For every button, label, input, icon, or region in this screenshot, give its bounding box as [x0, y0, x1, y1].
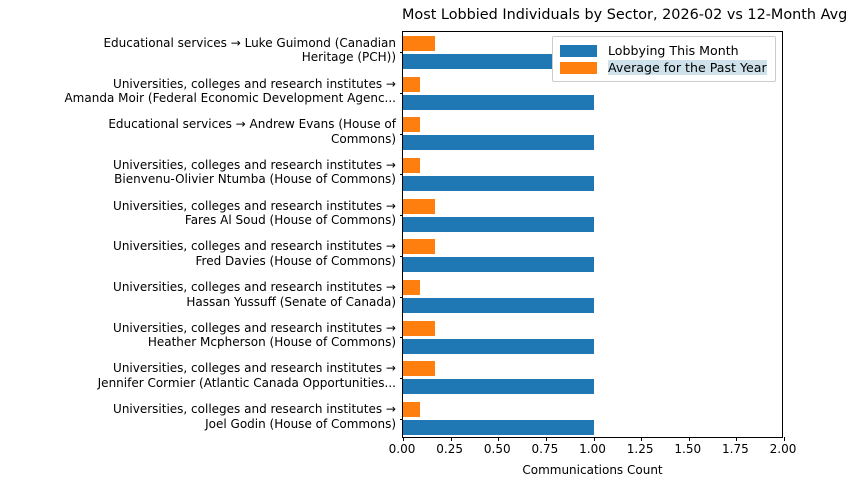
bar-lobbying-this-month: [403, 338, 594, 354]
y-tick-label: Educational services → Andrew Evans (Hou…: [108, 117, 396, 146]
x-tick-mark: [403, 437, 404, 441]
y-tick-mark: [399, 337, 403, 339]
y-tick-mark: [399, 296, 403, 298]
x-tick-label: 0.75: [531, 442, 559, 456]
x-tick-mark: [450, 437, 452, 441]
bar-average-for-the-past-year: [403, 239, 436, 255]
y-tick-mark: [399, 52, 403, 54]
x-tick-mark: [736, 437, 738, 441]
x-tick-label: 0.00: [388, 442, 416, 456]
y-tick-label: Universities, colleges and research inst…: [113, 157, 396, 187]
legend-swatch-icon: [560, 61, 597, 74]
y-tick-label: Educational services → Luke Guimond (Can…: [103, 35, 396, 65]
legend-label: Lobbying This Month: [608, 43, 739, 58]
bar-average-for-the-past-year: [403, 320, 436, 336]
bar-lobbying-this-month: [403, 135, 594, 151]
x-tick-mark: [593, 437, 595, 441]
bar-lobbying-this-month: [403, 420, 594, 436]
x-tick-label: 1.00: [579, 442, 606, 456]
y-tick-mark: [399, 133, 403, 135]
legend-item[interactable]: Lobbying This Month: [560, 42, 767, 59]
y-tick-mark: [399, 174, 403, 176]
bar-average-for-the-past-year: [403, 402, 421, 418]
bar-lobbying-this-month: [403, 175, 594, 191]
bar-average-for-the-past-year: [403, 361, 436, 377]
bar-lobbying-this-month: [403, 216, 594, 232]
legend-swatch-icon: [560, 44, 597, 57]
x-tick-label: 2.00: [769, 442, 797, 456]
bar-average-for-the-past-year: [403, 35, 436, 51]
x-tick-mark: [498, 437, 500, 441]
bar-average-for-the-past-year: [403, 157, 421, 173]
bar-average-for-the-past-year: [403, 117, 421, 133]
bar-average-for-the-past-year: [403, 76, 421, 92]
bars-layer: [403, 32, 782, 437]
y-tick-label: Universities, colleges and research inst…: [113, 239, 396, 268]
y-tick-label: Universities, colleges and research inst…: [113, 280, 396, 309]
y-tick-label: Universities, colleges and research inst…: [97, 361, 396, 390]
plot-area: [399, 31, 785, 441]
x-tick-mark: [641, 437, 643, 441]
x-tick-mark: [545, 437, 547, 441]
chart-legend[interactable]: Lobbying This Month Average for the Past …: [552, 36, 776, 82]
y-tick-mark: [399, 377, 403, 379]
y-tick-label: Universities, colleges and research inst…: [113, 320, 396, 350]
bar-lobbying-this-month: [403, 257, 594, 273]
y-tick-mark: [399, 255, 403, 257]
bar-lobbying-this-month: [403, 379, 594, 395]
bar-lobbying-this-month: [403, 298, 594, 314]
bar-average-for-the-past-year: [403, 280, 421, 296]
x-tick-label: 1.50: [674, 442, 702, 456]
x-tick-mark: [784, 437, 785, 441]
bar-average-for-the-past-year: [403, 198, 436, 214]
chart-title: Most Lobbied Individuals by Sector, 2026…: [402, 7, 848, 23]
y-tick-label: Universities, colleges and research inst…: [64, 76, 396, 106]
x-tick-label: 0.25: [436, 442, 463, 456]
x-tick-label: 0.50: [483, 442, 511, 456]
legend-item[interactable]: Average for the Past Year: [560, 59, 767, 76]
x-tick-mark: [688, 437, 690, 441]
x-tick-label: 1.75: [722, 442, 749, 456]
x-tick-label: 1.25: [626, 442, 654, 456]
x-axis-title: Communications Count: [522, 463, 663, 477]
y-tick-label: Universities, colleges and research inst…: [113, 402, 396, 431]
legend-label: Average for the Past Year: [608, 60, 767, 75]
y-tick-mark: [399, 215, 403, 217]
bar-lobbying-this-month: [403, 53, 594, 69]
bar-lobbying-this-month: [403, 94, 594, 110]
y-tick-mark: [399, 93, 403, 95]
y-tick-mark: [399, 418, 403, 420]
y-tick-label: Universities, colleges and research inst…: [113, 198, 396, 228]
